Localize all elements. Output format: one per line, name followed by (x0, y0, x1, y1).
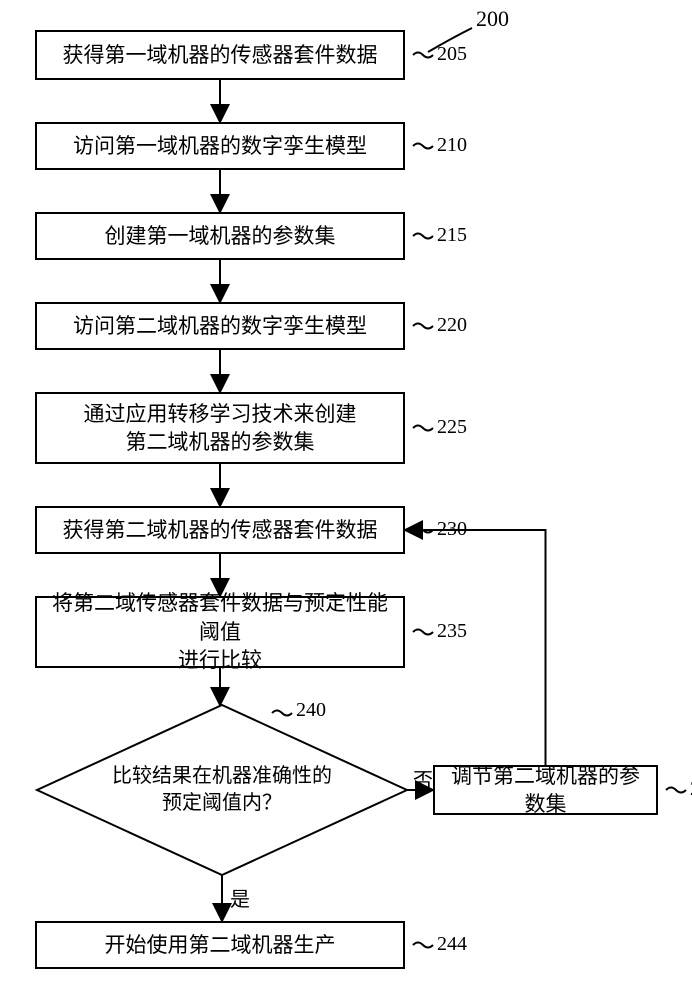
label-235: 235 (437, 620, 467, 643)
step-text-205: 获得第一域机器的传感器套件数据 (63, 41, 378, 69)
label-210: 210 (437, 134, 467, 157)
label-225: 225 (437, 416, 467, 439)
step-text-235: 将第二域传感器套件数据与预定性能阈值 进行比较 (43, 589, 397, 674)
step-box-215: 创建第一域机器的参数集 (35, 212, 405, 260)
step-box-210: 访问第一域机器的数字孪生模型 (35, 122, 405, 170)
step-box-220: 访问第二域机器的数字孪生模型 (35, 302, 405, 350)
step-text-220: 访问第二域机器的数字孪生模型 (73, 312, 367, 340)
step-box-205: 获得第一域机器的传感器套件数据 (35, 30, 405, 80)
step-text-215: 创建第一域机器的参数集 (105, 222, 336, 250)
step-box-225: 通过应用转移学习技术来创建 第二域机器的参数集 (35, 392, 405, 464)
step-text-230: 获得第二域机器的传感器套件数据 (63, 516, 378, 544)
decision-box: 比较结果在机器准确性的 预定阈值内？ (92, 752, 352, 828)
decision-text: 比较结果在机器准确性的 预定阈值内？ (112, 763, 332, 817)
label-240: 240 (296, 699, 326, 722)
step-box-230: 获得第二域机器的传感器套件数据 (35, 506, 405, 554)
label-230: 230 (437, 518, 467, 541)
figure-id-label: 200 (476, 6, 509, 32)
label-205: 205 (437, 43, 467, 66)
label-220: 220 (437, 314, 467, 337)
step-box-235: 将第二域传感器套件数据与预定性能阈值 进行比较 (35, 596, 405, 668)
label-244: 244 (437, 933, 467, 956)
decision-yes-label: 是 (230, 883, 250, 912)
step-text-244: 开始使用第二域机器生产 (105, 931, 336, 959)
step-text-248: 调节第二域机器的参数集 (441, 762, 650, 819)
label-215: 215 (437, 224, 467, 247)
step-box-248: 调节第二域机器的参数集 (433, 765, 658, 815)
decision-no-label: 否 (413, 764, 433, 793)
step-text-225: 通过应用转移学习技术来创建 第二域机器的参数集 (84, 400, 357, 457)
step-box-244: 开始使用第二域机器生产 (35, 921, 405, 969)
step-text-210: 访问第一域机器的数字孪生模型 (73, 132, 367, 160)
